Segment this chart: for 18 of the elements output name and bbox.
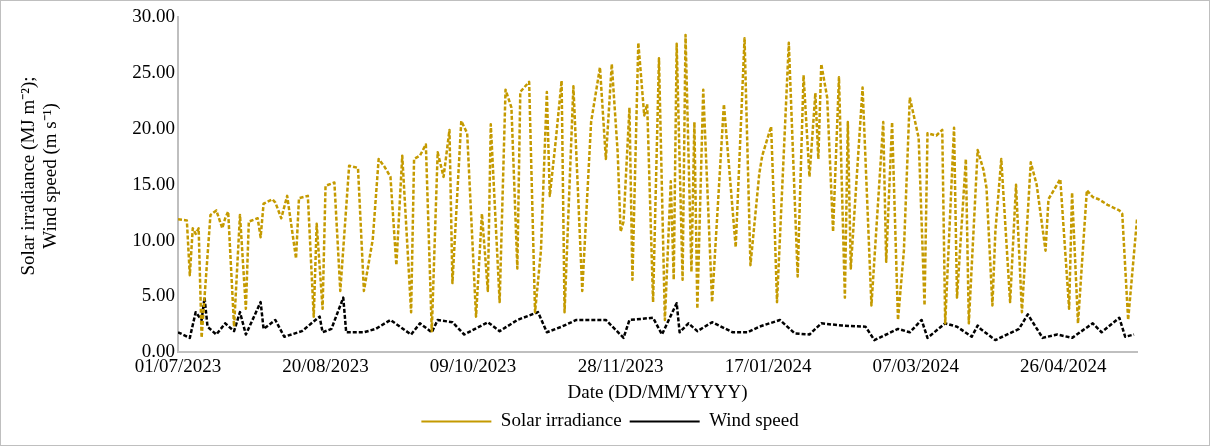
- y-tick-label: 10.00: [132, 228, 175, 250]
- legend-label: Wind speed: [709, 409, 800, 431]
- x-tick-label: 07/03/2024: [872, 354, 960, 376]
- y-tick-label: 20.00: [132, 116, 175, 138]
- y-tick-label: 15.00: [132, 172, 175, 194]
- line-series: [178, 33, 1137, 340]
- x-tick-label: 26/04/2024: [1019, 354, 1108, 376]
- x-tick-label: 09/10/2023: [429, 354, 517, 376]
- y-tick-label: 25.00: [132, 60, 175, 82]
- line-series: [178, 296, 1136, 342]
- x-tick-label: 17/01/2024: [724, 354, 812, 376]
- y-axis-title: Solar irradiance (MJ m⁻²); Wind speed (m s⁻¹): [17, 75, 61, 278]
- y-tick-label: 30.00: [132, 4, 175, 26]
- y-tick-label: 5.00: [141, 284, 175, 306]
- x-tick-label: 28/11/2023: [577, 354, 664, 376]
- x-tick-label: 20/08/2023: [282, 354, 369, 376]
- x-axis-title: Date (DD/MM/YYYY): [567, 380, 748, 403]
- legend-label: Solar irradiance: [500, 409, 622, 431]
